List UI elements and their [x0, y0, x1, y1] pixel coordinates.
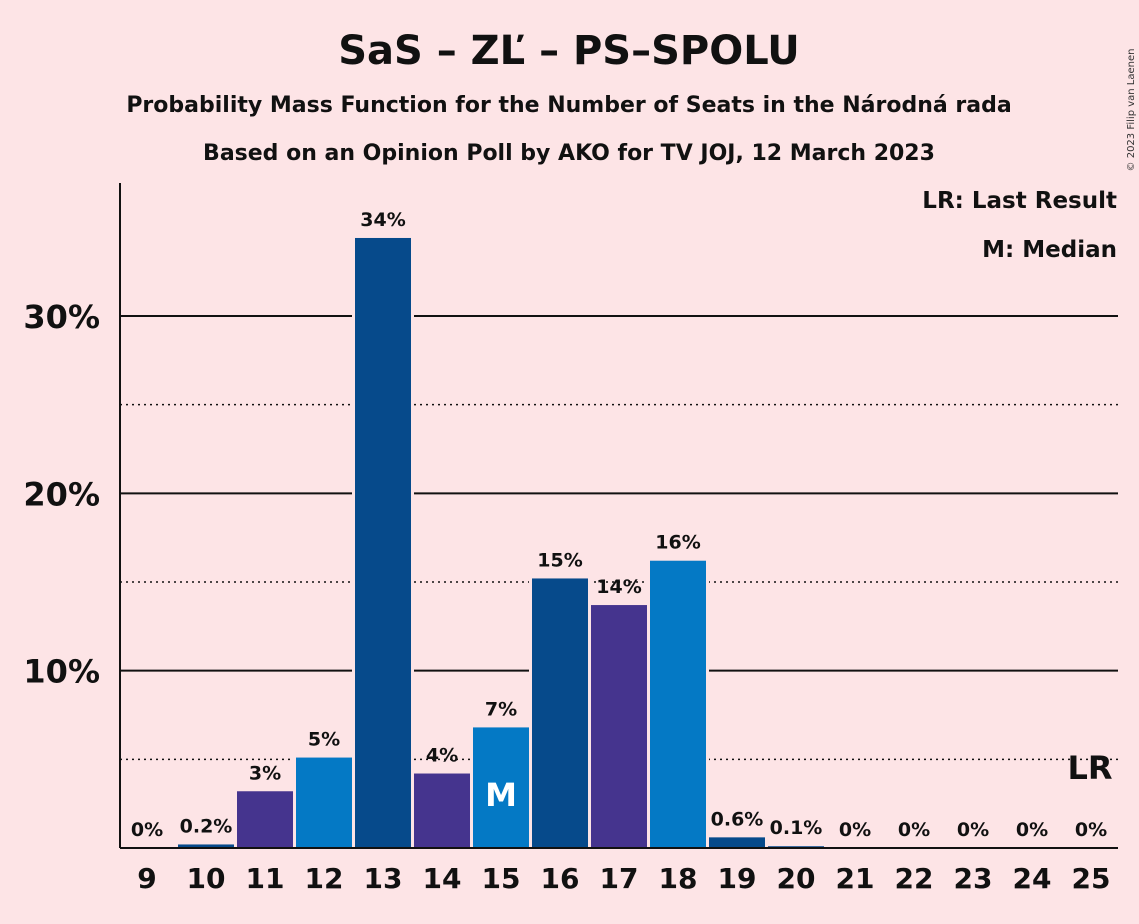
- data-label: 0.6%: [711, 808, 764, 830]
- chart-subtitle-1: Probability Mass Function for the Number…: [126, 93, 1011, 118]
- x-tick-label: 14: [423, 862, 462, 895]
- x-tick-label: 19: [718, 862, 757, 895]
- median-marker: M: [485, 776, 517, 814]
- bar: [414, 773, 470, 848]
- bars: [178, 234, 824, 848]
- chart-subtitle-2: Based on an Opinion Poll by AKO for TV J…: [203, 141, 935, 166]
- data-label: 0%: [131, 819, 163, 841]
- bar: [591, 605, 647, 848]
- data-label: 0%: [1016, 819, 1048, 841]
- axes: 10% 20% 30% 9 10 11 12 13 14 15 16 17 18 19 20 21 22 23 24…: [23, 183, 1118, 895]
- x-tick-label: 17: [600, 862, 639, 895]
- data-label: 0.2%: [180, 815, 233, 837]
- legend-median: M: Median: [982, 237, 1117, 263]
- x-tick-label: 21: [836, 862, 875, 895]
- data-label: 4%: [426, 745, 458, 767]
- data-label: 0%: [839, 819, 871, 841]
- bar: [355, 237, 411, 848]
- x-tick-label: 11: [246, 862, 285, 895]
- bar: [473, 727, 529, 848]
- x-tick-label: 22: [895, 862, 934, 895]
- bar: [178, 844, 234, 848]
- data-label: 5%: [308, 729, 340, 751]
- chart-title: SaS – ZĽ – PS–SPOLU: [338, 28, 800, 74]
- y-tick-label: 30%: [23, 298, 100, 336]
- data-label: 0%: [957, 819, 989, 841]
- x-tick-label: 16: [541, 862, 580, 895]
- x-tick-label: 9: [137, 862, 156, 895]
- x-tick-label: 20: [777, 862, 816, 895]
- bar: [296, 757, 352, 848]
- bar: [709, 837, 765, 848]
- x-tick-label: 10: [187, 862, 226, 895]
- data-label: 3%: [249, 762, 281, 784]
- data-label: 34%: [360, 209, 405, 231]
- x-tick-label: 18: [659, 862, 698, 895]
- bar: [650, 560, 706, 848]
- data-label: 16%: [655, 532, 700, 554]
- x-tick-label: 13: [364, 862, 403, 895]
- data-label: 15%: [537, 549, 582, 571]
- y-tick-label: 10%: [23, 653, 100, 691]
- data-label: 7%: [485, 698, 517, 720]
- bar: [237, 791, 293, 848]
- x-tick-label: 25: [1072, 862, 1111, 895]
- data-labels: 0% 0.2% 3% 5% 34% 4% 7% M 15% 14% 16% 0.6% 0.1% 0% 0% 0…: [131, 209, 1113, 841]
- x-tick-label: 23: [954, 862, 993, 895]
- legend-last-result: LR: Last Result: [922, 188, 1117, 214]
- data-label: 0%: [898, 819, 930, 841]
- x-tick-label: 15: [482, 862, 521, 895]
- data-label: 0.1%: [770, 817, 823, 839]
- last-result-marker: LR: [1067, 749, 1112, 787]
- data-label: 0%: [1075, 819, 1107, 841]
- copyright-note: © 2023 Filip van Laenen: [1126, 49, 1137, 172]
- x-tick-label: 24: [1013, 862, 1052, 895]
- bar: [532, 578, 588, 848]
- y-tick-label: 20%: [23, 475, 100, 513]
- x-tick-label: 12: [305, 862, 344, 895]
- data-label: 14%: [596, 576, 641, 598]
